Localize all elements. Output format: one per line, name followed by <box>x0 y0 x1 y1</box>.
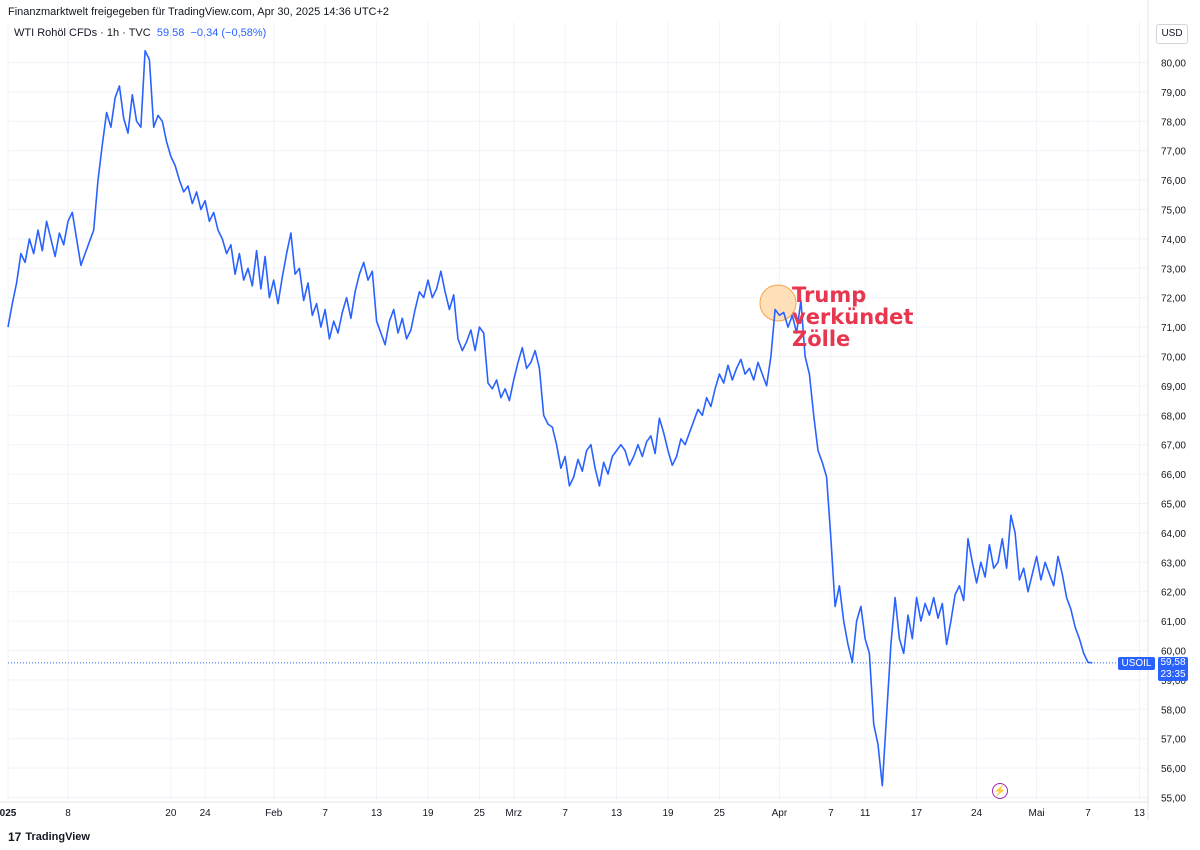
y-tick-label: 57,00 <box>1161 735 1186 746</box>
x-tick-label: 025 <box>0 808 17 819</box>
x-tick-label: 19 <box>662 808 674 819</box>
y-tick-label: 64,00 <box>1161 529 1186 540</box>
tradingview-logo-text: TradingView <box>25 831 90 843</box>
x-tick-label: 25 <box>714 808 726 819</box>
y-tick-label: 69,00 <box>1161 382 1186 393</box>
y-tick-label: 68,00 <box>1161 411 1186 422</box>
x-tick-label: 19 <box>422 808 434 819</box>
current-price-label: 59,58 23:35 <box>1158 657 1188 681</box>
x-tick-label: 7 <box>562 808 568 819</box>
y-tick-label: 75,00 <box>1161 206 1186 217</box>
x-tick-label: 13 <box>371 808 383 819</box>
y-tick-label: 67,00 <box>1161 441 1186 452</box>
y-tick-label: 66,00 <box>1161 470 1186 481</box>
y-tick-label: 58,00 <box>1161 705 1186 716</box>
y-tick-label: 60,00 <box>1161 647 1186 658</box>
x-tick-label: Feb <box>265 808 283 819</box>
x-tick-label: 7 <box>1085 808 1091 819</box>
y-tick-label: 76,00 <box>1161 176 1186 187</box>
annotation-text: Trump verkündet Zölle <box>792 284 913 350</box>
lightning-icon[interactable]: ⚡ <box>992 783 1008 799</box>
y-tick-label: 79,00 <box>1161 88 1186 99</box>
tradingview-logo[interactable]: 17 TradingView <box>8 830 90 844</box>
publish-info: Finanzmarktwelt freigegeben für TradingV… <box>8 6 390 18</box>
currency-button[interactable]: USD <box>1156 24 1188 44</box>
x-tick-label: 7 <box>322 808 328 819</box>
x-tick-label: 24 <box>200 808 212 819</box>
y-tick-label: 59,00 <box>1161 676 1186 687</box>
tradingview-mark-icon: 17 <box>8 830 22 844</box>
series-group <box>7 49 1093 787</box>
y-tick-label: 61,00 <box>1161 617 1186 628</box>
x-tick-label: 13 <box>1134 808 1146 819</box>
annotation-line-2: verkündet <box>792 305 914 329</box>
y-tick-label: 56,00 <box>1161 764 1186 775</box>
y-tick-label: 55,00 <box>1161 794 1186 805</box>
y-tick-label: 70,00 <box>1161 353 1186 364</box>
x-tick-label: 17 <box>911 808 923 819</box>
x-tick-label: Mai <box>1029 808 1045 819</box>
x-tick-label: 7 <box>828 808 834 819</box>
x-tick-label: 8 <box>65 808 71 819</box>
y-tick-label: 78,00 <box>1161 117 1186 128</box>
annotation-line-1: Trump <box>792 283 867 307</box>
y-tick-label: 73,00 <box>1161 264 1186 275</box>
current-price-value: 59,58 <box>1160 657 1186 668</box>
symbol-price-tag: USOIL <box>1118 657 1155 670</box>
annotation-group <box>759 284 797 322</box>
y-tick-label: 80,00 <box>1161 59 1186 70</box>
annotation-line-3: Zölle <box>792 327 851 351</box>
grid <box>7 22 1148 800</box>
price-change: −0,34 (−0,58%) <box>190 27 267 39</box>
price-series-line <box>7 49 1093 787</box>
y-tick-label: 65,00 <box>1161 500 1186 511</box>
x-tick-label: 24 <box>971 808 983 819</box>
x-tick-label: 25 <box>474 808 486 819</box>
x-tick-label: 20 <box>165 808 177 819</box>
x-tick-label: Apr <box>772 808 788 819</box>
symbol-description: WTI Rohöl CFDs · 1h · TVC <box>14 27 151 39</box>
symbol-info: WTI Rohöl CFDs · 1h · TVC 59,58 −0,34 (−… <box>14 27 266 39</box>
x-tick-label: 11 <box>860 808 871 819</box>
y-tick-label: 71,00 <box>1161 323 1186 334</box>
axes: 80,00 79,00 78,00 77,00 76,00 75,00 74,00 73,00… <box>0 0 1186 820</box>
y-tick-label: 62,00 <box>1161 588 1186 599</box>
x-tick-label: Mrz <box>505 808 522 819</box>
bar-countdown: 23:35 <box>1160 669 1186 680</box>
y-tick-label: 77,00 <box>1161 147 1186 158</box>
y-tick-label: 72,00 <box>1161 294 1186 305</box>
x-tick-label: 13 <box>611 808 623 819</box>
y-tick-label: 74,00 <box>1161 235 1186 246</box>
y-tick-label: 63,00 <box>1161 558 1186 569</box>
highlight-circle <box>759 284 797 322</box>
